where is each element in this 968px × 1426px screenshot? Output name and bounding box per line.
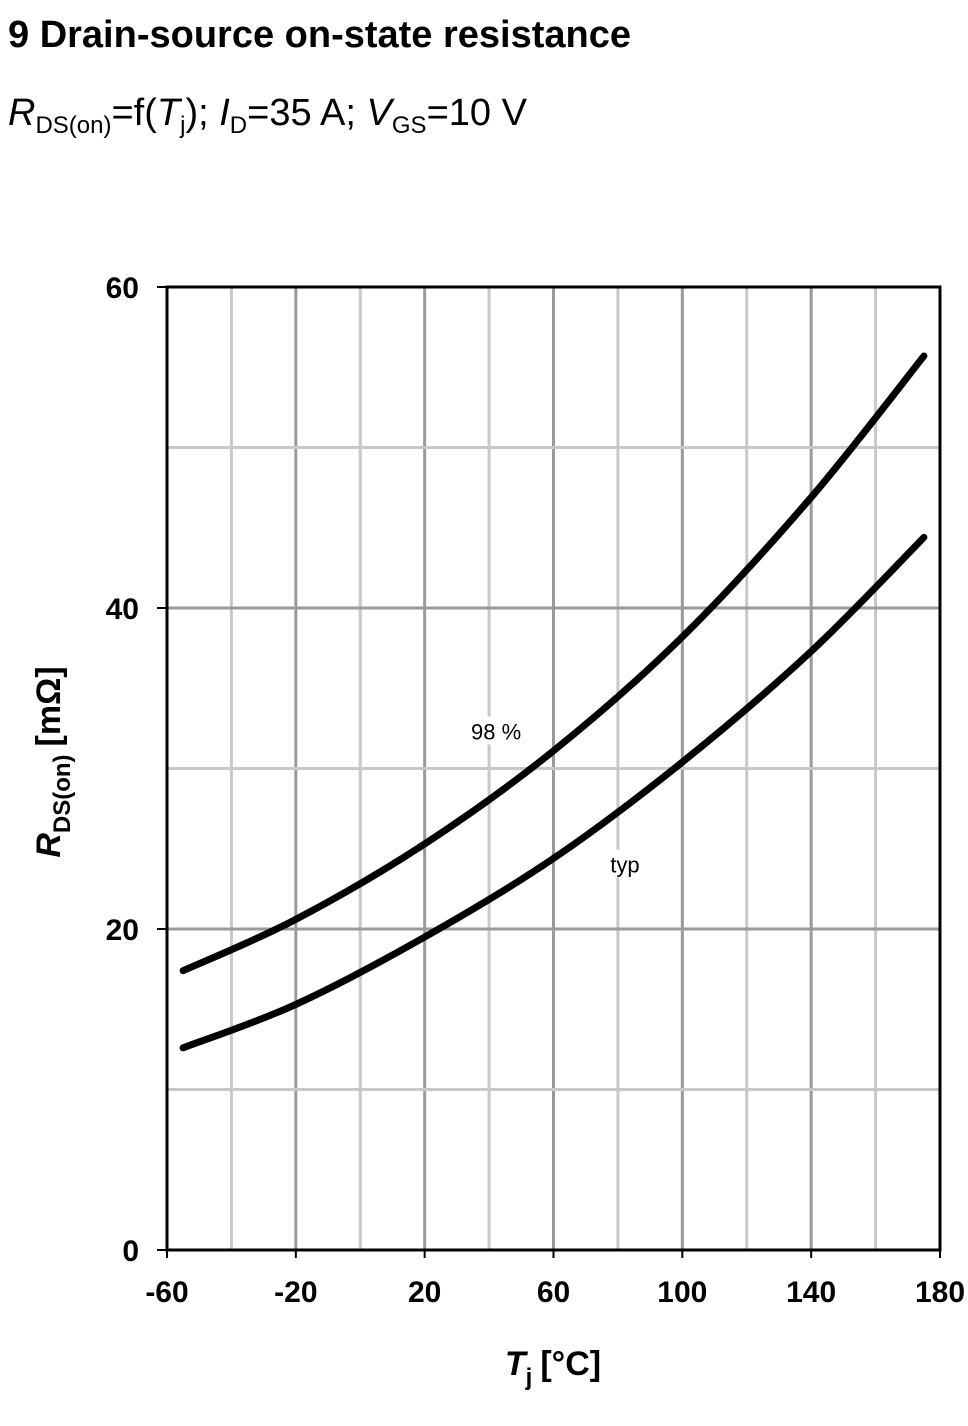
x-tick-label: 60 <box>537 1276 570 1309</box>
subtitle-v-sub: GS <box>391 112 427 139</box>
series-label-bg <box>587 849 648 878</box>
series-line-max <box>179 352 928 975</box>
x-axis-subscript: j <box>525 1364 533 1391</box>
subtitle-i-sub: D <box>229 112 248 139</box>
x-axis-title: Tj [°C] <box>505 1345 601 1391</box>
chart-subtitle: RDS(on)=f(Tj); ID=35 A; VGS=10 V <box>8 92 527 140</box>
subtitle-end: =10 V <box>426 92 527 134</box>
series-label-bg <box>459 716 520 745</box>
subtitle-r: R <box>8 92 36 134</box>
y-axis-symbol: R <box>30 833 68 858</box>
x-axis-symbol: T <box>505 1345 529 1383</box>
series-label-max: 98 % <box>471 719 521 744</box>
tick-label-group: -60 -20 20 60 100 140 180 0 20 40 60 <box>106 272 965 1309</box>
curve-group <box>179 352 928 1052</box>
y-tick-label: 40 <box>106 593 139 626</box>
subtitle-v: V <box>366 92 392 134</box>
subtitle-t: T <box>156 92 181 134</box>
y-tick-label: 0 <box>122 1235 139 1268</box>
y-axis-subscript: DS(on) <box>49 754 76 833</box>
series-label-typ: typ <box>610 853 639 878</box>
y-tick-label: 60 <box>106 272 139 305</box>
x-tick-label: 20 <box>408 1276 441 1309</box>
series-line-typ <box>179 533 928 1052</box>
subtitle-t-sub: j <box>180 112 186 139</box>
subtitle-r-sub: DS(on) <box>35 112 112 139</box>
x-tick-label: 140 <box>786 1276 836 1309</box>
grid-lines <box>167 287 940 1250</box>
x-axis-unit: [°C] <box>540 1345 601 1383</box>
subtitle-i: I <box>219 92 230 134</box>
x-tick-label: -60 <box>145 1276 188 1309</box>
subtitle-mid2: =35 A; <box>247 92 367 134</box>
subtitle-mid1: ); <box>185 92 220 134</box>
y-axis-unit: [mΩ] <box>30 666 68 746</box>
x-tick-label: 100 <box>657 1276 707 1309</box>
chart-title: 9 Drain-source on-state resistance <box>8 14 632 56</box>
annotation-group: 98 % typ <box>459 716 648 878</box>
tick-group <box>157 286 941 1258</box>
y-tick-label: 20 <box>106 914 139 947</box>
x-tick-label: -20 <box>274 1276 317 1309</box>
y-axis-title: RDS(on) [mΩ] <box>30 666 76 857</box>
x-tick-label: 180 <box>915 1276 965 1309</box>
subtitle-eq1: =f( <box>111 92 157 134</box>
